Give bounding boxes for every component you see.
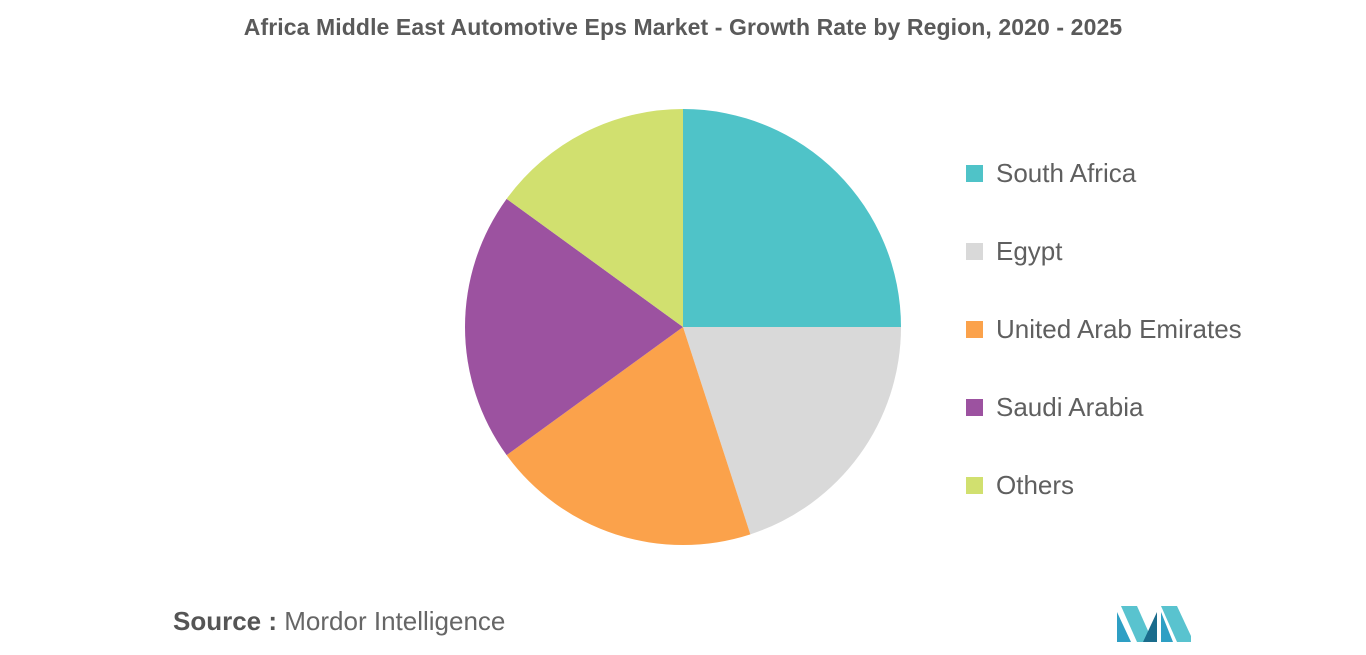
legend-swatch bbox=[966, 242, 983, 260]
legend-swatch bbox=[966, 320, 983, 338]
legend-label: Saudi Arabia bbox=[996, 391, 1144, 422]
legend-swatch bbox=[966, 398, 983, 416]
source-value: Mordor Intelligence bbox=[284, 606, 506, 636]
legend-item-saudi-arabia: Saudi Arabia bbox=[966, 390, 1242, 424]
legend-swatch bbox=[966, 164, 983, 182]
pie-slice-saudi-arabia bbox=[465, 198, 683, 456]
pie-slice-egypt bbox=[683, 327, 901, 535]
legend-item-others: Others bbox=[966, 468, 1242, 502]
legend-label: South Africa bbox=[996, 157, 1137, 188]
legend-item-south-africa: South Africa bbox=[966, 156, 1242, 190]
legend-label: Egypt bbox=[996, 235, 1063, 266]
pie-slice-others bbox=[506, 109, 683, 327]
source-label: Source : bbox=[173, 606, 278, 636]
pie-slice-south-africa bbox=[683, 109, 901, 327]
chart-title: Africa Middle East Automotive Eps Market… bbox=[243, 14, 1123, 40]
mordor-intelligence-logo-icon bbox=[1117, 606, 1191, 642]
legend-item-united-arab-emirates: United Arab Emirates bbox=[966, 312, 1242, 346]
legend-swatch bbox=[966, 476, 983, 494]
legend: South Africa Egypt United Arab Emirates … bbox=[966, 156, 1242, 546]
legend-label: United Arab Emirates bbox=[996, 313, 1242, 344]
pie-slice-united-arab-emirates bbox=[506, 327, 751, 545]
source-note: Source : Mordor Intelligence bbox=[173, 606, 505, 637]
legend-item-egypt: Egypt bbox=[966, 234, 1242, 268]
legend-label: Others bbox=[996, 469, 1075, 500]
